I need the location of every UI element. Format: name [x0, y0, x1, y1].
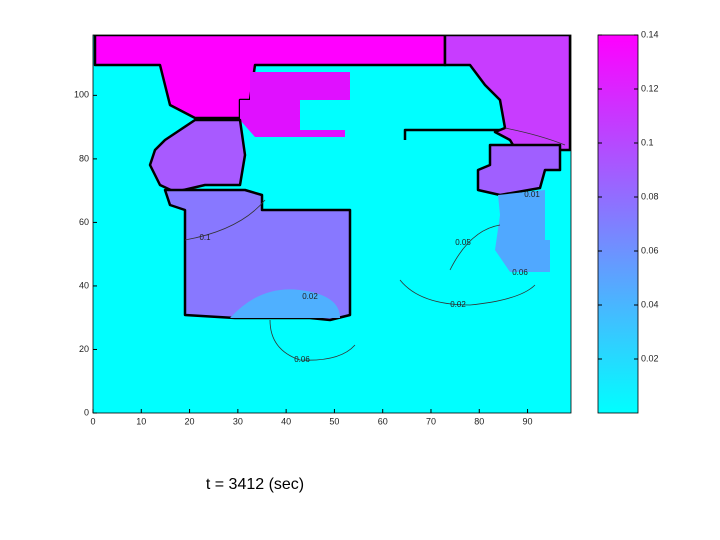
- region: [495, 190, 550, 272]
- colorbar-tick-label: 0.14: [641, 29, 659, 39]
- x-tick-label: 0: [90, 416, 95, 426]
- x-tick-label: 70: [426, 416, 436, 426]
- isoline: [269, 319, 356, 361]
- y-tick-label: 80: [79, 153, 89, 163]
- y-tick-label: 40: [79, 280, 89, 290]
- contour-label: 0.01: [524, 190, 540, 199]
- y-tick-label: 0: [84, 407, 89, 417]
- x-tick-label: 20: [185, 416, 195, 426]
- caption: t = 3412 (sec): [206, 476, 304, 493]
- x-tick-label: 80: [474, 416, 484, 426]
- colorbar-tick-label: 0.08: [641, 191, 659, 201]
- contour-label: 0.05: [455, 238, 471, 247]
- x-tick-label: 10: [136, 416, 146, 426]
- x-tick-label: 50: [329, 416, 339, 426]
- y-tick-label: 20: [79, 344, 89, 354]
- contour-label: 0.02: [450, 300, 466, 309]
- region: [230, 289, 340, 318]
- colorbar-tick-label: 0.06: [641, 245, 659, 255]
- contour-label: 0.06: [294, 355, 310, 364]
- colorbar-tick-label: 0.04: [641, 299, 659, 309]
- x-tick-label: 90: [523, 416, 533, 426]
- region: [148, 118, 247, 194]
- isoline: [504, 127, 566, 146]
- isoline: [449, 224, 501, 271]
- x-tick-label: 30: [233, 416, 243, 426]
- wall: [403, 128, 500, 140]
- colorbar-tick-label: 0.12: [641, 83, 659, 93]
- contour-label: 0.1: [199, 233, 211, 242]
- region: [163, 188, 352, 322]
- region: [240, 72, 350, 137]
- colorbar-tick-label: 0.02: [641, 353, 659, 363]
- contour-label: 0.06: [512, 268, 528, 277]
- x-tick-label: 40: [281, 416, 291, 426]
- y-tick-label: 60: [79, 217, 89, 227]
- region: [476, 143, 562, 197]
- contour-label: 0.02: [302, 292, 318, 301]
- y-tick-label: 100: [74, 90, 89, 100]
- x-tick-label: 60: [378, 416, 388, 426]
- isoline: [184, 199, 266, 241]
- isoline: [399, 279, 536, 306]
- field: [93, 35, 571, 413]
- region: [443, 35, 571, 167]
- colorbar: [597, 34, 639, 414]
- colorbar-tick-label: 0.1: [641, 137, 654, 147]
- plot-frame: [92, 34, 572, 414]
